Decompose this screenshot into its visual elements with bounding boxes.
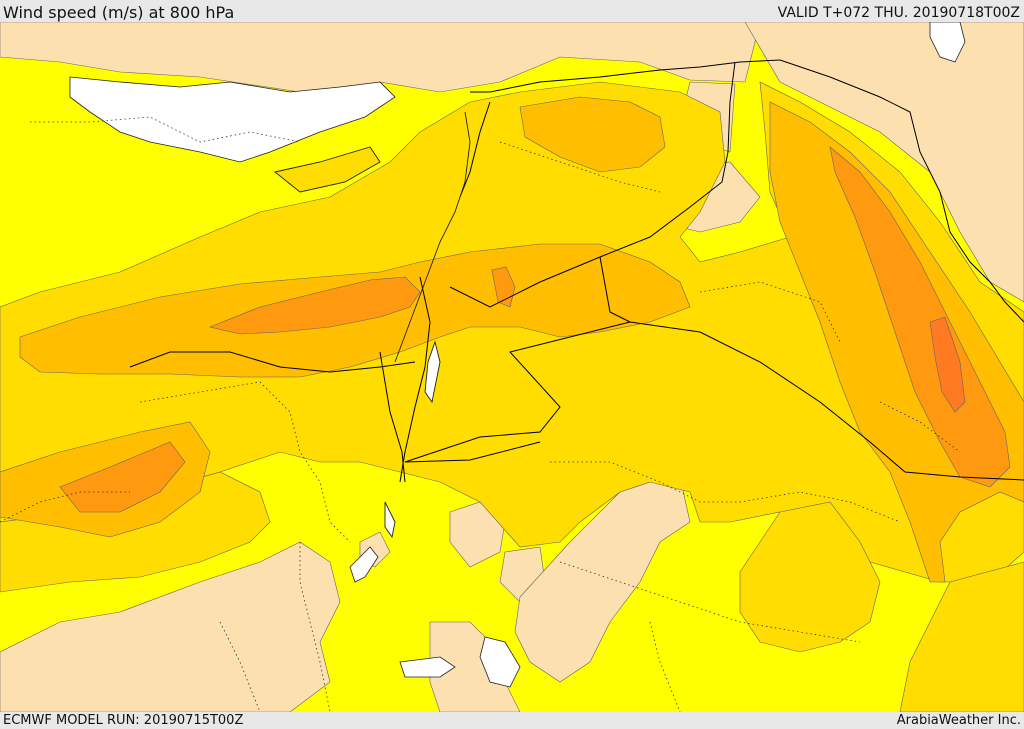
sea-lake-nasser [399,656,456,678]
wind-band-southeast-2 [899,561,1024,712]
border-jordan-saudi [404,321,631,463]
coast-gulf-aqaba [384,501,396,539]
model-run-label: ECMWF MODEL RUN: 20190715T00Z [3,713,244,728]
wind-jet-west [209,276,421,335]
calm-zone-red-sea-coast [429,621,521,712]
border-egypt-coast [129,351,416,373]
admin-line-8 [499,141,661,193]
admin-line-11 [879,401,961,453]
admin-line-6 [299,542,331,712]
header-bar [0,0,1024,22]
wind-band-southeast [739,501,881,653]
coast-dead-sea [424,340,441,404]
coast-levant [394,111,471,363]
border-lebanon [459,101,491,198]
footer-bar [0,712,1024,729]
border-syria-iraq [599,61,736,258]
calm-zone-northeast [744,22,1024,303]
border-saudi-iraq [904,471,1024,481]
coastlines [273,111,471,539]
calm-zone-turkey [0,22,761,93]
admin-line-1 [139,381,351,543]
country-borders [129,59,1024,483]
wind-band-main [0,81,1024,583]
calm-zone-egypt [0,541,341,712]
valid-time: VALID T+072 THU. 20190718T00Z [777,5,1020,21]
sea-aegean-east [69,76,396,163]
border-jordan-iraq [599,256,906,473]
admin-line-7 [30,116,301,143]
wind-speed-map [0,22,1024,712]
admin-line-4 [559,561,861,643]
border-saudi-sinai [404,441,541,463]
border-jordan-syria [449,256,601,308]
wind-max-east [929,316,966,413]
border-iraq-iran [779,59,1024,323]
sea-areas [69,22,966,688]
admin-line-10 [219,621,261,712]
border-egypt-israel [379,351,406,483]
admin-boundaries [0,116,961,712]
border-israel [399,276,431,483]
admin-line-3 [550,461,901,523]
wind-level-5 [929,316,966,413]
coast-cyprus [273,146,381,193]
sea-lake [929,22,966,63]
map-title: Wind speed (m/s) at 800 hPa [3,3,235,22]
wind-jet-south [59,441,186,513]
sea-red-sea-patch [479,636,521,688]
sea-gulf-suez [349,546,379,583]
border-turkey-syria [470,59,781,93]
credit-label: ArabiaWeather Inc. [896,713,1021,728]
wind-band-core-north [519,96,666,173]
admin-line-5 [649,621,681,712]
